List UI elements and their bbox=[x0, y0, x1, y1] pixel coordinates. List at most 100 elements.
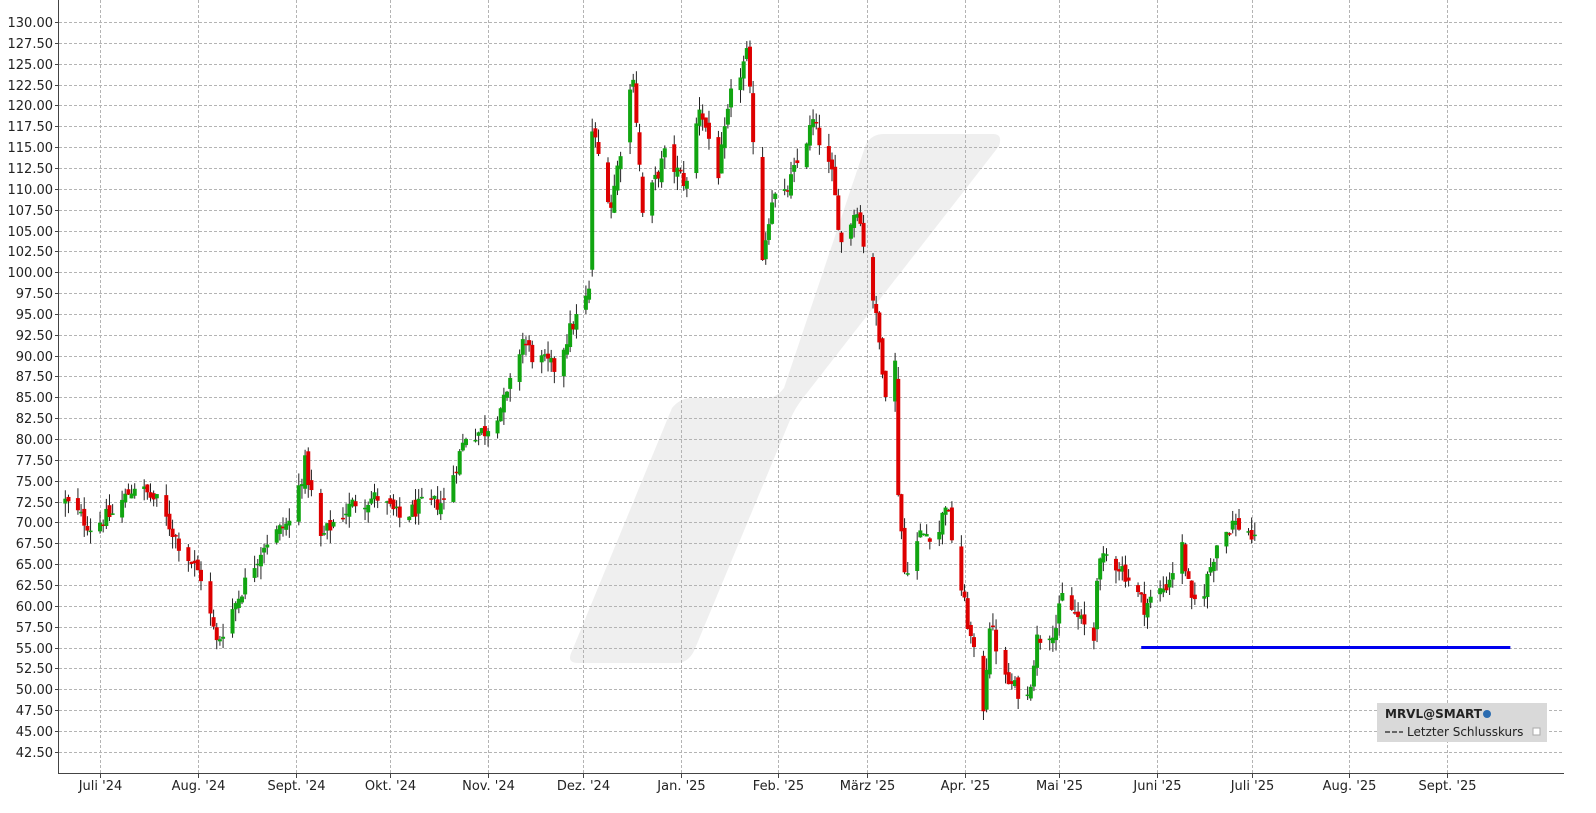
y-tick-label: 67.50 bbox=[16, 537, 53, 552]
candle-body bbox=[375, 496, 380, 501]
candle-body bbox=[918, 530, 923, 538]
candle-down bbox=[66, 494, 71, 514]
candle-down bbox=[186, 544, 191, 572]
candle-body bbox=[542, 354, 547, 356]
x-tick-label: Mai '25 bbox=[1036, 779, 1083, 794]
candle-body bbox=[1117, 569, 1122, 572]
candle-body bbox=[836, 195, 841, 230]
candle-body bbox=[186, 547, 191, 562]
candle-down bbox=[990, 613, 995, 631]
candle-body bbox=[571, 323, 576, 330]
candle-up bbox=[473, 428, 478, 443]
candle-up bbox=[432, 495, 437, 508]
candle-up bbox=[628, 83, 633, 155]
candle-up bbox=[1013, 676, 1018, 689]
x-tick-label: Sept. '25 bbox=[1419, 779, 1477, 794]
candle-body bbox=[1158, 588, 1163, 595]
candle-up bbox=[937, 520, 942, 547]
candle-up bbox=[940, 511, 945, 545]
candle-body bbox=[75, 498, 80, 511]
candle-up bbox=[460, 433, 465, 452]
candle-up bbox=[230, 598, 235, 638]
candle-body bbox=[763, 240, 768, 260]
candle-body bbox=[839, 232, 844, 243]
candle-up bbox=[568, 310, 573, 353]
candle-body bbox=[195, 559, 200, 571]
x-tick-label: Nov. '24 bbox=[462, 779, 515, 794]
candle-body bbox=[1082, 614, 1087, 625]
candle-body bbox=[1202, 596, 1207, 599]
candle-up bbox=[262, 543, 267, 564]
candle-body bbox=[814, 121, 819, 124]
y-tick-label: 77.50 bbox=[16, 454, 53, 469]
candle-body bbox=[1098, 558, 1103, 580]
candle-down bbox=[167, 500, 172, 536]
candle-body bbox=[192, 560, 197, 564]
candle-up bbox=[1170, 562, 1175, 588]
candle-body bbox=[435, 499, 440, 510]
candle-down bbox=[785, 185, 790, 198]
candle-up bbox=[564, 334, 569, 359]
candle-down bbox=[435, 486, 440, 516]
candle-down bbox=[877, 311, 882, 350]
candle-body bbox=[634, 83, 639, 123]
y-tick-label: 105.00 bbox=[8, 225, 54, 240]
candle-body bbox=[98, 522, 103, 532]
candle-down bbox=[1113, 556, 1118, 584]
candle-body bbox=[811, 119, 816, 128]
axes bbox=[58, 0, 1564, 774]
candle-up bbox=[322, 525, 327, 536]
candle-body bbox=[1164, 584, 1169, 591]
candle-body bbox=[741, 61, 746, 79]
candle-body bbox=[173, 535, 178, 537]
candle-body bbox=[628, 89, 633, 143]
candle-down bbox=[751, 80, 756, 155]
candle-down bbox=[527, 335, 532, 352]
candle-down bbox=[817, 114, 822, 155]
candle-up bbox=[233, 601, 238, 622]
candle-body bbox=[1054, 628, 1059, 641]
candle-up bbox=[719, 132, 724, 174]
candle-body bbox=[561, 349, 566, 377]
candle-body bbox=[1025, 694, 1030, 697]
legend-checkbox-icon bbox=[1532, 727, 1541, 736]
candle-up bbox=[905, 561, 910, 577]
candle-body bbox=[1076, 611, 1081, 618]
candle-body bbox=[258, 554, 263, 567]
x-tick-label: Aug. '24 bbox=[172, 779, 226, 794]
candle-up bbox=[255, 559, 260, 578]
candle-body bbox=[990, 625, 995, 628]
candle-body bbox=[590, 131, 595, 270]
y-tick-label: 107.50 bbox=[8, 204, 54, 219]
candle-down bbox=[1003, 646, 1008, 684]
candle-body bbox=[344, 513, 349, 516]
candle-up bbox=[284, 517, 289, 536]
candle-body bbox=[1035, 634, 1040, 668]
candle-body bbox=[921, 533, 926, 536]
candle-body bbox=[637, 132, 642, 165]
candle-body bbox=[1186, 571, 1191, 579]
candle-down bbox=[899, 493, 904, 540]
candle-body bbox=[937, 532, 942, 540]
candle-down bbox=[968, 621, 973, 644]
candle-body bbox=[129, 493, 134, 499]
x-tick-label: Okt. '24 bbox=[365, 779, 416, 794]
candle-body bbox=[1091, 627, 1096, 641]
candle-down bbox=[760, 146, 765, 261]
candle-down bbox=[637, 123, 642, 172]
candle-body bbox=[593, 128, 598, 138]
candle-down bbox=[605, 157, 610, 204]
candle-down bbox=[523, 336, 528, 356]
candle-down bbox=[672, 135, 677, 184]
candle-down bbox=[198, 561, 203, 591]
candle-down bbox=[747, 40, 752, 94]
candle-up bbox=[650, 180, 655, 224]
candle-up bbox=[1028, 684, 1033, 701]
candle-up bbox=[142, 479, 147, 501]
candle-body bbox=[277, 525, 282, 534]
candle-body bbox=[1208, 567, 1213, 573]
candle-down bbox=[546, 341, 551, 372]
candle-body bbox=[943, 507, 948, 515]
candle-body bbox=[987, 628, 992, 675]
candle-body bbox=[915, 541, 920, 571]
